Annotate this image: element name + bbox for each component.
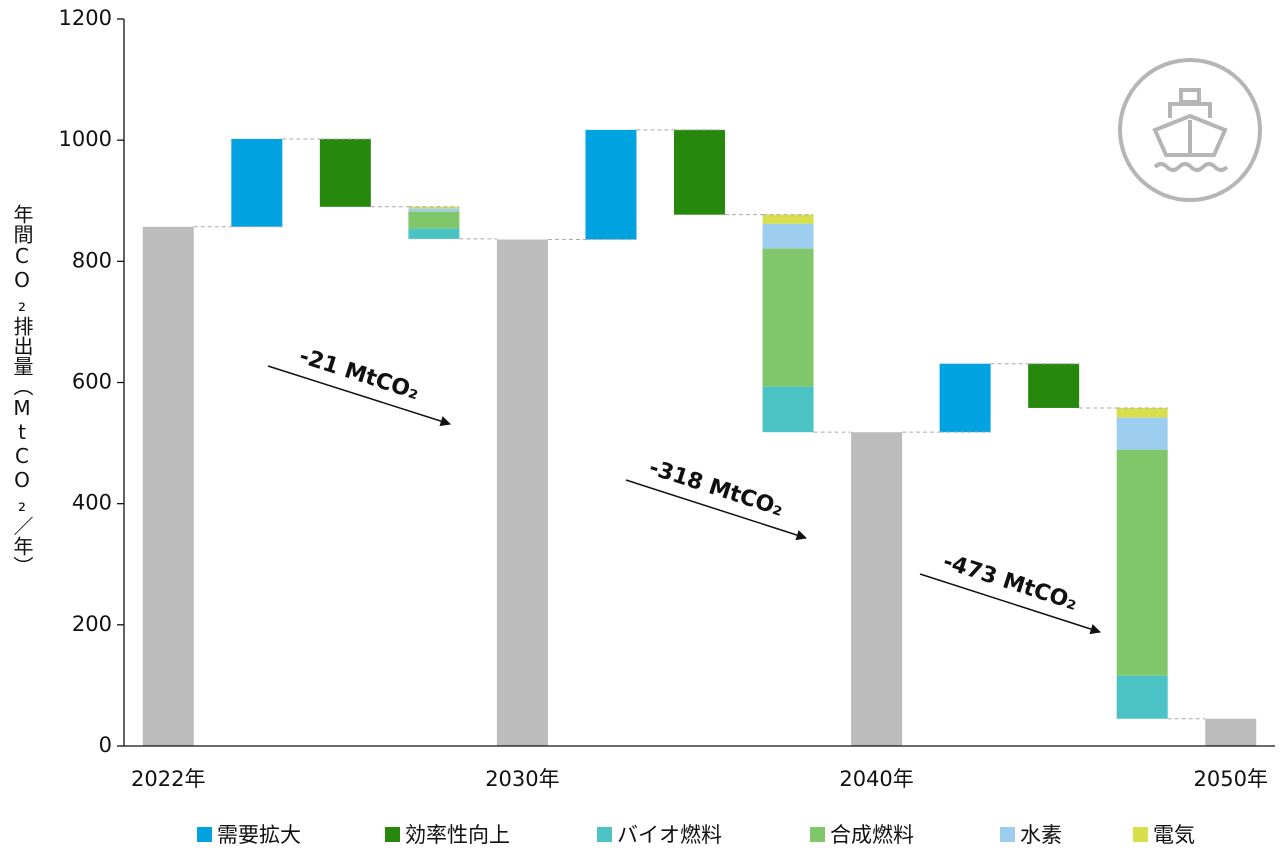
annotation-arrow (625, 479, 807, 541)
x-tick-label: 2030年 (485, 767, 559, 791)
total-bar (1205, 718, 1257, 746)
increase-bar (939, 363, 991, 433)
decrease-bar (762, 248, 814, 387)
decrease-bar (762, 214, 814, 224)
decrease-bar (408, 211, 460, 229)
y-tick-label: 1200 (59, 6, 112, 30)
total-bar (496, 239, 548, 747)
decrease-bar (1116, 417, 1168, 450)
decrease-bar (1116, 449, 1168, 676)
decrease-bar (1116, 675, 1168, 719)
annotation: -21 MtCO₂ (296, 344, 422, 406)
increase-bar (231, 138, 283, 227)
decrease-bar (1116, 407, 1168, 418)
y-tick-label: 0 (99, 733, 112, 757)
decrease-bar (762, 223, 814, 249)
y-tick-label: 600 (72, 370, 112, 394)
legend-swatch (597, 827, 612, 842)
decrease-bar (1028, 363, 1080, 408)
legend-label: 効率性向上 (405, 823, 510, 847)
decrease-bar (762, 386, 814, 433)
legend-swatch (197, 827, 212, 842)
decrease-bar (319, 138, 371, 207)
x-tick-label: 2050年 (1194, 767, 1268, 791)
legend-label: バイオ燃料 (617, 823, 722, 847)
annotation-arrow (919, 573, 1101, 635)
x-tick-label: 2022年 (131, 767, 205, 791)
total-bar (851, 432, 903, 746)
legend-swatch (1133, 827, 1148, 842)
decrease-bar (674, 129, 725, 215)
x-tick-label: 2040年 (839, 767, 913, 791)
decrease-bar (408, 208, 460, 212)
y-tick-label: 400 (72, 491, 112, 515)
total-bar (142, 226, 194, 746)
ship-icon (1118, 58, 1262, 202)
legend-swatch (385, 827, 400, 842)
legend-swatch (1000, 827, 1015, 842)
annotation: -318 MtCO₂ (646, 455, 787, 522)
legend-label: 合成燃料 (830, 823, 914, 847)
legend-swatch (810, 827, 825, 842)
y-axis-label: 年間CO₂排出量（MtCO₂／年） (10, 204, 34, 576)
decrease-bar (408, 206, 460, 209)
y-tick-label: 800 (72, 248, 112, 272)
legend-label: 水素 (1020, 823, 1062, 847)
annotation-arrow (267, 365, 452, 427)
annotation: -473 MtCO₂ (940, 549, 1081, 616)
increase-bar (585, 129, 637, 240)
decrease-bar (408, 228, 460, 239)
legend-label: 需要拡大 (217, 823, 301, 847)
legend-label: 電気 (1153, 823, 1195, 847)
y-tick-label: 200 (72, 612, 112, 636)
y-tick-label: 1000 (59, 127, 112, 151)
